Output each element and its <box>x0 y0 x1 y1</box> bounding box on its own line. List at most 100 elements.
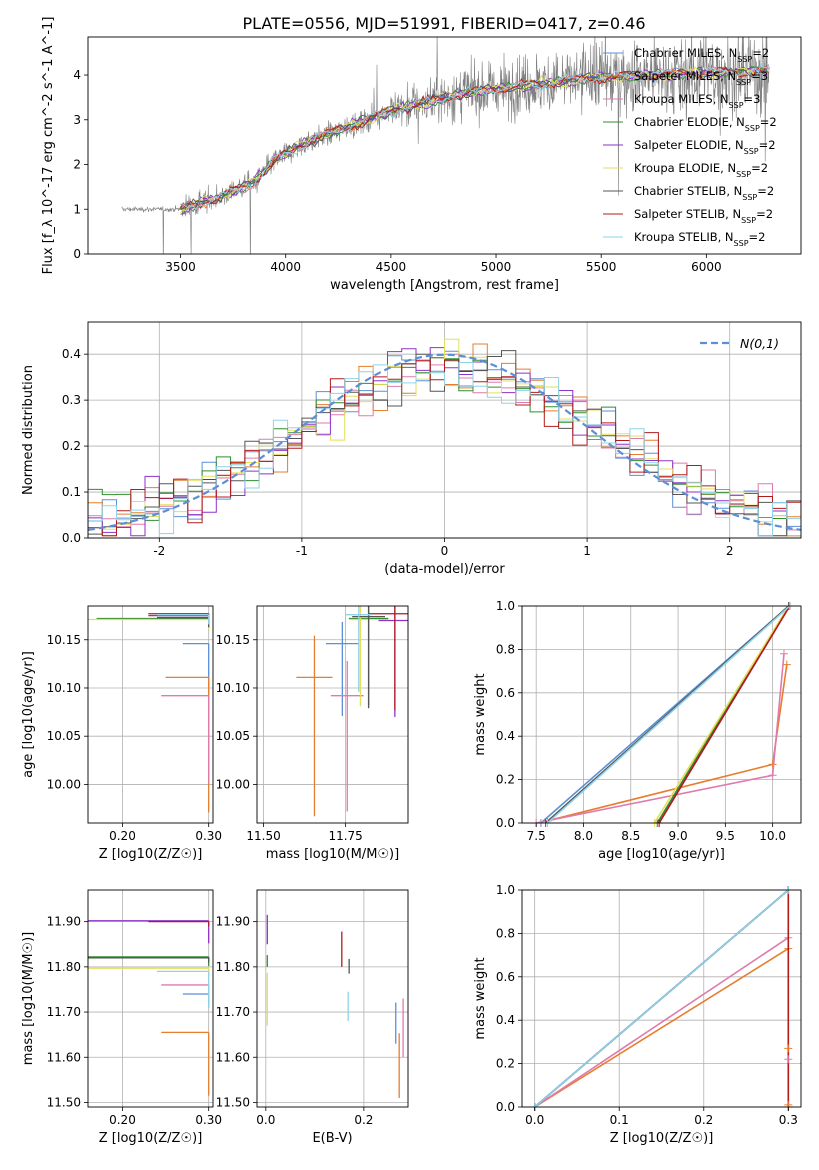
y-tick-label: 10.05 <box>47 729 81 743</box>
y-tick-label: 10.05 <box>216 729 250 743</box>
y-tick-label: 10.15 <box>47 633 81 647</box>
y-tick-label: 1.0 <box>496 883 515 897</box>
legend-label: Chabrier ELODIE, NSSP=2 <box>634 115 777 133</box>
model-spectrum-line <box>180 61 769 210</box>
axes-frame <box>521 889 802 1108</box>
age-vs-Z-panel: 0.20 0.30 10.00 10.05 10.10 10.15 Z [log10(Z/Z… <box>21 605 222 862</box>
normal-curve <box>87 353 802 531</box>
y-tick-label: 0.4 <box>496 1013 515 1027</box>
axes-frame <box>256 605 409 824</box>
y-axis-label: mass weight <box>473 957 488 1039</box>
mass-weight-marker <box>779 649 788 658</box>
y-tick-label: 11.50 <box>47 1095 81 1109</box>
y-tick-label: 10.00 <box>47 777 81 791</box>
x-tick-label: 8.5 <box>621 829 640 843</box>
y-tick-label: 11.80 <box>216 960 250 974</box>
y-tick-label: 0.4 <box>62 347 81 361</box>
axes-frame <box>87 605 214 824</box>
y-tick-label: 0.1 <box>62 485 81 499</box>
x-tick-label: 0.30 <box>195 1113 222 1127</box>
y-tick-label: 2 <box>73 158 81 172</box>
x-tick-label: 0.0 <box>256 1113 275 1127</box>
x-tick-label: 11.75 <box>328 829 362 843</box>
y-tick-label: 0.8 <box>496 642 515 656</box>
y-tick-label: 10.10 <box>216 681 250 695</box>
x-axis-label: Z [log10(Z/Z☉)] <box>99 1131 203 1146</box>
legend-label: Salpeter ELODIE, NSSP=2 <box>634 138 776 156</box>
mass-weight-line <box>534 947 789 1107</box>
y-axis-label: mass [log10(M/M☉)] <box>21 932 36 1065</box>
y-tick-label: 11.90 <box>216 915 250 929</box>
y-tick-label: 0.8 <box>496 926 515 940</box>
y-tick-label: 11.60 <box>216 1050 250 1064</box>
y-tick-label: 10.10 <box>47 681 81 695</box>
x-tick-label: 8.0 <box>574 829 593 843</box>
y-tick-label: 4 <box>73 68 81 82</box>
x-tick-label: 1 <box>583 544 591 558</box>
y-tick-label: 11.70 <box>47 1005 81 1019</box>
legend-label: Kroupa MILES, NSSP=3 <box>634 92 760 110</box>
legend-label: Salpeter STELIB, NSSP=2 <box>634 207 773 225</box>
y-tick-label: 11.80 <box>47 960 81 974</box>
y-tick-label: 0.2 <box>496 1057 515 1071</box>
x-tick-label: 2 <box>726 544 734 558</box>
mass-weight-marker <box>768 771 777 780</box>
x-tick-label: 0 <box>441 544 449 558</box>
y-tick-label: 0.2 <box>62 439 81 453</box>
y-tick-label: 0.6 <box>496 686 515 700</box>
y-axis-label: Flux [f_λ 10^-17 erg cm^-2 s^-1 A^-1] <box>41 17 56 275</box>
y-tick-label: 11.90 <box>47 915 81 929</box>
legend-label: Chabrier MILES, NSSP=2 <box>634 46 769 64</box>
x-tick-label: 4500 <box>376 260 407 274</box>
y-tick-label: 11.50 <box>216 1095 250 1109</box>
x-tick-label: 11.50 <box>246 829 280 843</box>
mass-weight-line <box>534 890 789 1107</box>
x-tick-label: 5500 <box>586 260 617 274</box>
mass-weight-line <box>534 937 789 1107</box>
y-tick-label: 0 <box>73 247 81 261</box>
x-tick-label: 0.2 <box>354 1113 373 1127</box>
residual-hist-panel: -2 -1 0 1 2 0.0 0.1 0.2 0.3 0.4 (data-model)/error… <box>21 321 802 577</box>
y-tick-label: 0.4 <box>496 729 515 743</box>
legend-label: Salpeter MILES, NSSP=3 <box>634 69 768 87</box>
y-axis-label: mass weight <box>473 673 488 755</box>
x-tick-label: 4000 <box>270 260 301 274</box>
x-axis-label: Z [log10(Z/Z☉)] <box>610 1131 714 1146</box>
x-axis-label: (data-model)/error <box>384 562 505 577</box>
x-tick-label: 0.20 <box>109 1113 136 1127</box>
x-tick-label: 5000 <box>481 260 512 274</box>
legend-label: Kroupa ELODIE, NSSP=2 <box>634 161 768 179</box>
x-tick-label: 10.0 <box>759 829 786 843</box>
residual-hist-step <box>88 359 801 537</box>
x-tick-label: 0.2 <box>694 1113 713 1127</box>
mass-vs-Z-panel: 0.20 0.30 11.50 11.60 11.70 11.80 11.90 Z [log1… <box>21 889 222 1146</box>
y-tick-label: 10.15 <box>216 633 250 647</box>
age-vs-mass-panel: 11.50 11.75 10.00 10.05 10.10 10.15 mass [log1… <box>216 605 409 862</box>
spectrum-panel: 3500 4000 4500 5000 5500 6000 0 1 2 3 4 wavelength … <box>41 17 802 293</box>
x-tick-label: 0.0 <box>525 1113 544 1127</box>
x-axis-label: mass [log10(M/M☉)] <box>266 847 399 862</box>
legend-label: Chabrier STELIB, NSSP=2 <box>634 184 774 202</box>
x-tick-label: 7.5 <box>527 829 546 843</box>
y-tick-label: 10.00 <box>216 777 250 791</box>
weight-vs-Z-panel: 0.0 0.1 0.2 0.3 0.0 0.2 0.4 0.6 0.8 1.0 Z [log10(Z… <box>473 883 802 1146</box>
x-tick-label: 0.30 <box>195 829 222 843</box>
model-spectrum-line <box>180 65 769 210</box>
weight-vs-age-panel: 7.5 8.0 8.5 9.0 9.5 10.0 0.0 0.2 0.4 0.6 0.8 1.0 age… <box>473 599 802 862</box>
y-tick-label: 0.3 <box>62 393 81 407</box>
y-tick-label: 3 <box>73 113 81 127</box>
x-axis-label: Z [log10(Z/Z☉)] <box>99 847 203 862</box>
y-tick-label: 11.60 <box>47 1050 81 1064</box>
y-axis-label: age [log10(age/yr)] <box>21 651 36 778</box>
x-axis-label: E(B-V) <box>312 1131 352 1146</box>
y-tick-label: 0.6 <box>496 970 515 984</box>
axes-frame <box>521 605 802 824</box>
model-spectrum-line <box>180 66 769 213</box>
mass-weight-marker <box>782 660 791 669</box>
legend-label: Kroupa STELIB, NSSP=2 <box>634 230 765 248</box>
y-tick-label: 1.0 <box>496 599 515 613</box>
y-tick-label: 0.0 <box>496 1100 515 1114</box>
x-tick-label: 3500 <box>165 260 196 274</box>
y-tick-label: 0.0 <box>496 816 515 830</box>
x-tick-label: 0.3 <box>779 1113 798 1127</box>
